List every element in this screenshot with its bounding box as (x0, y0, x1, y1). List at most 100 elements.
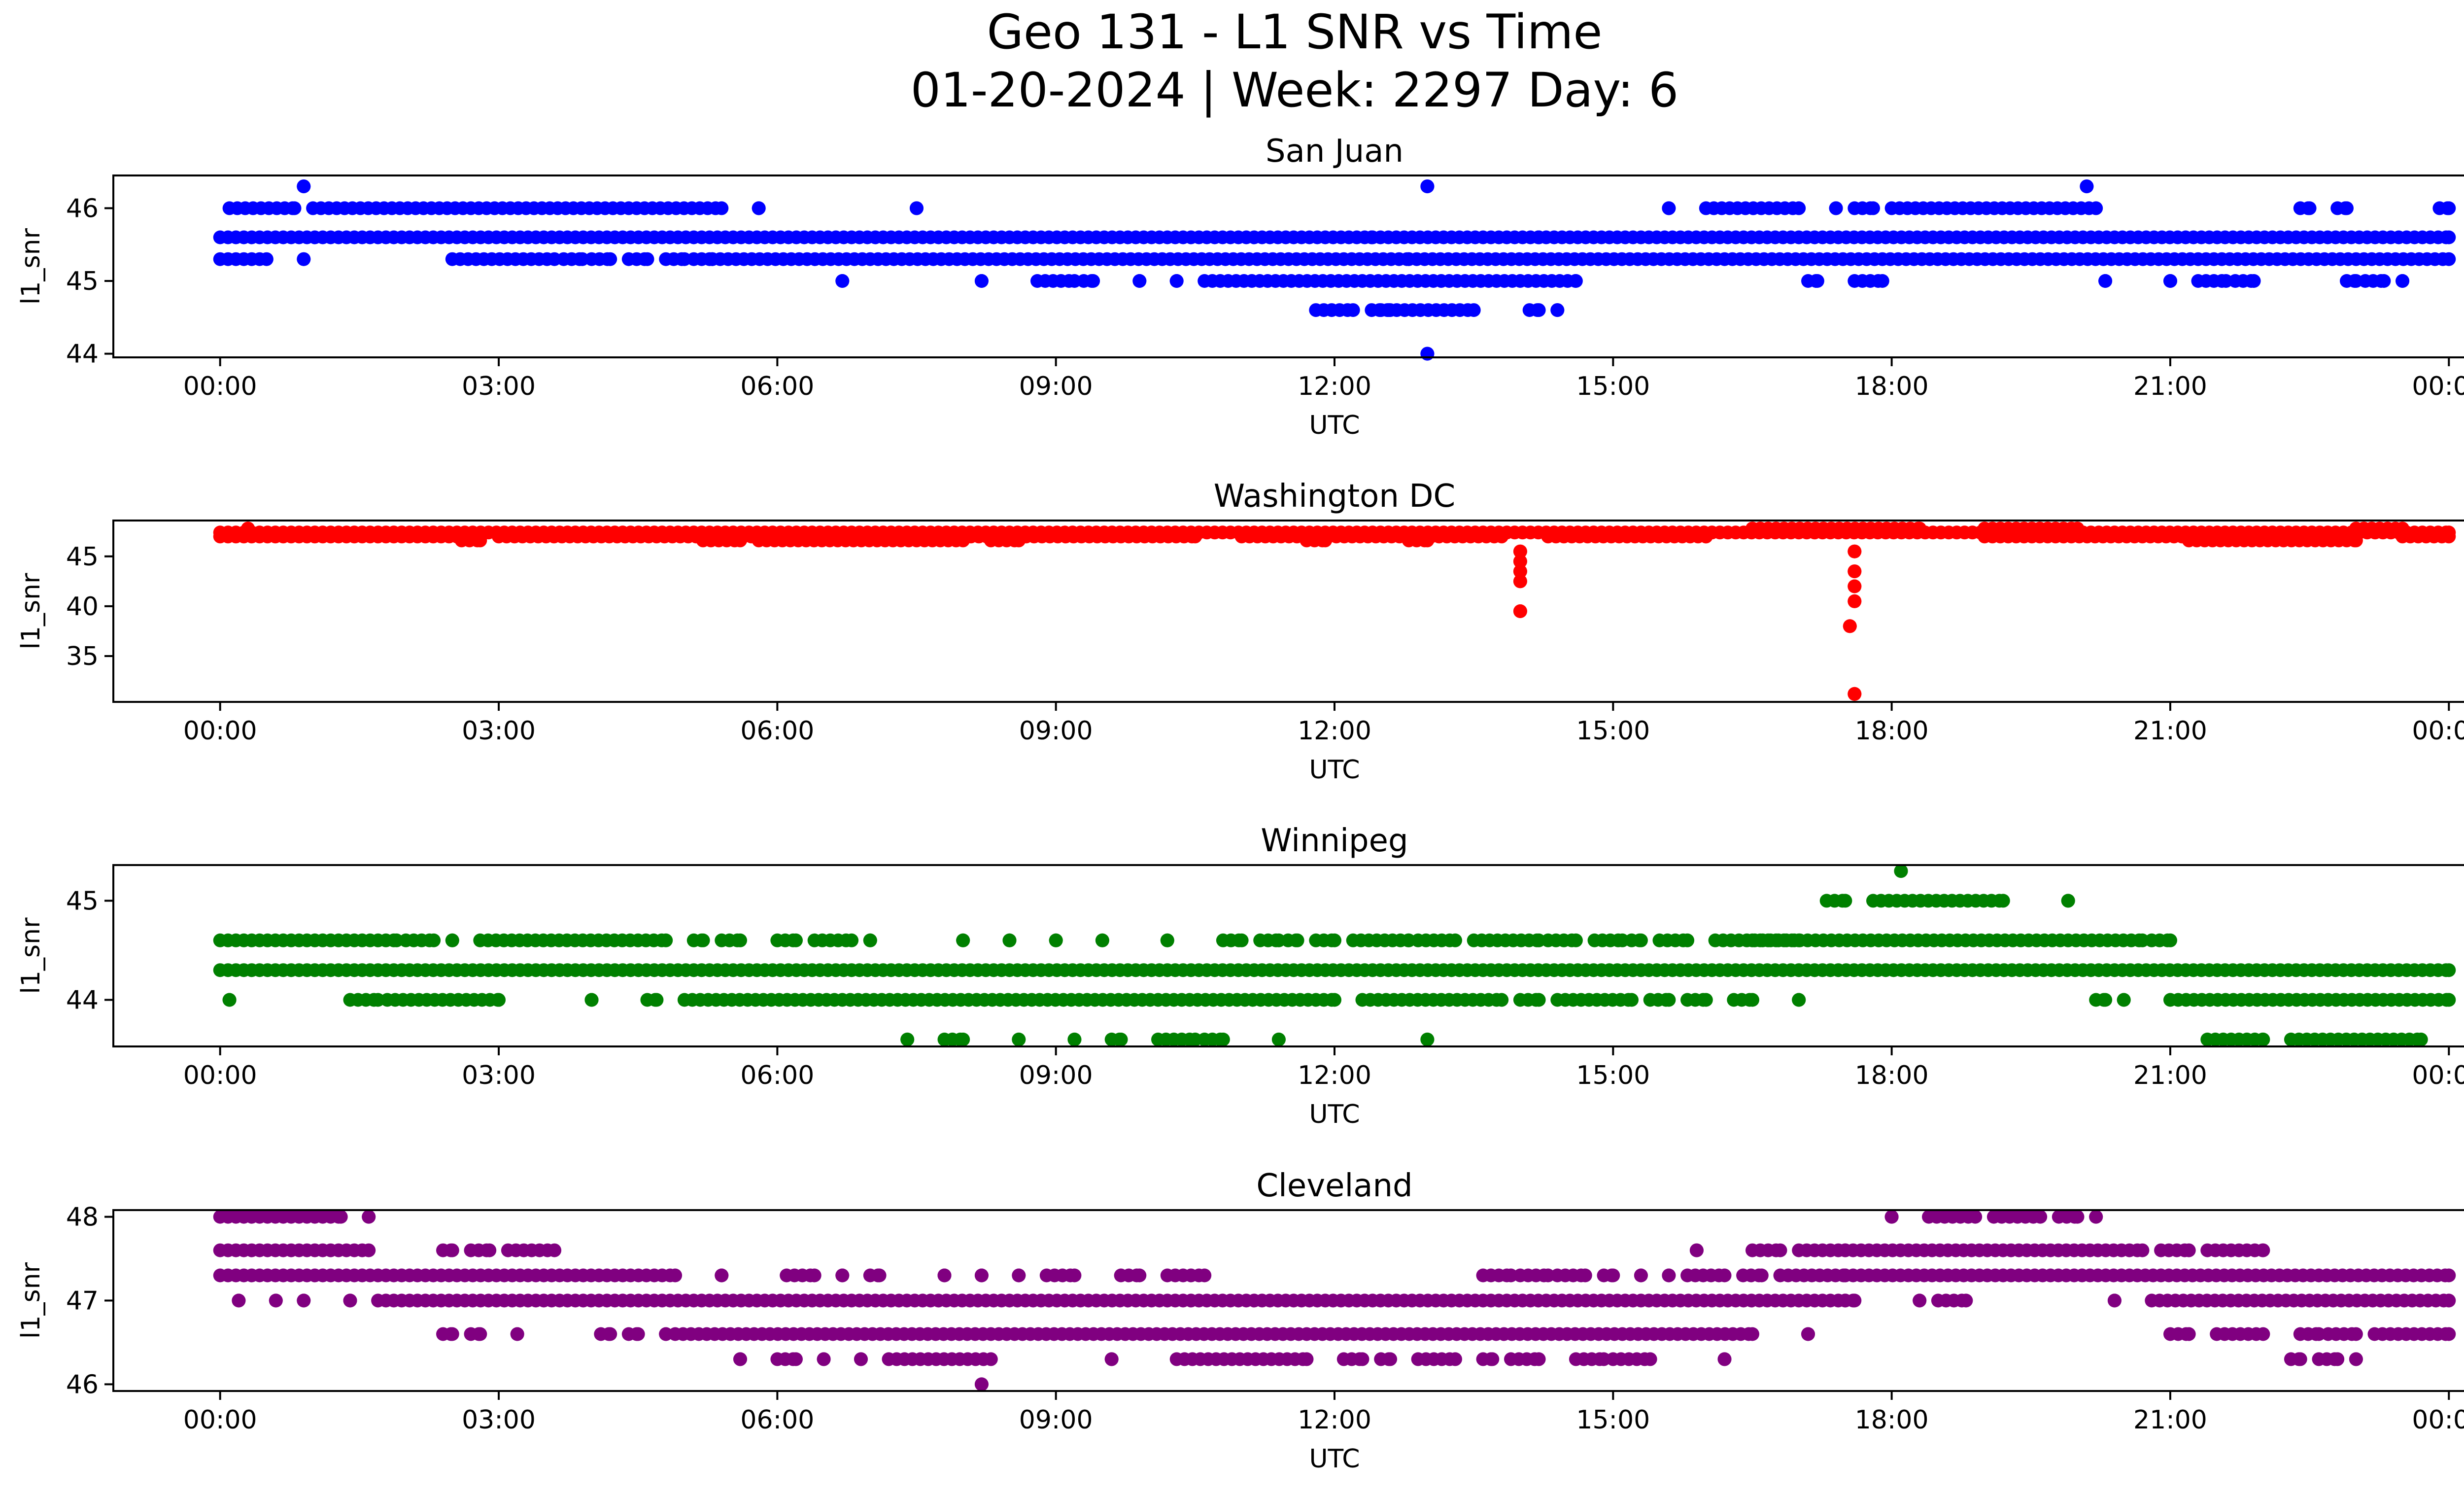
data-point (974, 1377, 989, 1391)
data-point (1383, 1352, 1398, 1366)
data-point (2414, 1032, 2428, 1046)
data-point (362, 1243, 376, 1257)
data-point (445, 1327, 459, 1341)
x-tick-label: 00:00 (183, 1061, 257, 1090)
data-point (548, 1243, 562, 1257)
x-tick-label: 06:00 (740, 1061, 814, 1090)
x-tick-label: 18:00 (1855, 716, 1929, 746)
data-point (2247, 274, 2261, 288)
data-point (334, 1210, 348, 1224)
data-point (1717, 1268, 1732, 1283)
data-point (1002, 933, 1017, 947)
data-point (1513, 574, 1527, 589)
data-point (2340, 201, 2354, 215)
x-tick-label: 18:00 (1855, 372, 1929, 401)
subplot-4: Cleveland 00:00 03:00 06:00 09:00 12:00 15:00 1… (16, 1168, 2464, 1474)
data-point (872, 1268, 887, 1283)
subplot-title: San Juan (1266, 133, 1403, 170)
subplot-panels: San Juan 00:00 03:00 06:00 09:00 12:00 15:00 18… (16, 133, 2464, 1474)
data-point (696, 933, 710, 947)
data-point (650, 993, 664, 1007)
data-point (603, 1327, 617, 1341)
data-point (659, 933, 673, 947)
data-point (2349, 1327, 2363, 1341)
data-point (1067, 1032, 1082, 1046)
y-tick-label: 47 (66, 1286, 99, 1316)
data-point (1532, 230, 1546, 244)
data-point (2098, 274, 2113, 288)
data-point (835, 1268, 850, 1283)
data-point (1328, 993, 1341, 1007)
data-point (2089, 1210, 2103, 1224)
data-point (817, 1352, 831, 1366)
data-point (1365, 230, 1379, 244)
data-point (1699, 993, 1713, 1007)
y-tick-label: 40 (66, 592, 99, 622)
data-point (1689, 1243, 1704, 1257)
data-point (427, 933, 441, 947)
data-point (1866, 201, 1880, 215)
data-point (297, 252, 311, 266)
data-point (1754, 1268, 1769, 1283)
data-point (1838, 894, 1852, 908)
x-axis-label: UTC (1309, 411, 1360, 440)
data-point (1848, 564, 1862, 579)
data-point (640, 252, 654, 266)
data-point (2349, 1352, 2363, 1366)
scatter-points (213, 864, 2456, 1046)
data-point (2256, 1032, 2270, 1046)
data-point (1114, 1032, 1128, 1046)
data-point (2302, 201, 2317, 215)
data-point (956, 933, 970, 947)
data-point (2396, 274, 2410, 288)
data-point (1513, 604, 1527, 618)
data-point (584, 993, 599, 1007)
data-point (984, 1352, 998, 1366)
data-point (473, 533, 487, 548)
data-point (2330, 1352, 2345, 1366)
x-tick-label: 12:00 (1298, 716, 1371, 746)
data-point (297, 1293, 311, 1308)
scatter-points (213, 522, 2456, 701)
subplot-2: Washington DC 00:00 03:00 06:00 09:00 12:00 15… (16, 478, 2464, 785)
data-point (1328, 933, 1341, 947)
data-point (1625, 993, 1639, 1007)
data-point (2442, 1268, 2456, 1283)
data-point (1662, 1268, 1676, 1283)
data-point (1550, 303, 1565, 317)
data-point (343, 1293, 357, 1308)
data-point (2377, 274, 2391, 288)
subplot-title: Cleveland (1256, 1168, 1412, 1204)
data-point (1801, 1327, 1815, 1341)
data-point (1532, 303, 1546, 317)
data-point (2070, 1210, 2085, 1224)
data-point (789, 933, 803, 947)
data-point (1745, 993, 1759, 1007)
data-point (789, 1352, 803, 1366)
data-point (1049, 933, 1063, 947)
data-point (1513, 544, 1527, 558)
data-point (269, 1293, 283, 1308)
data-point (1634, 933, 1648, 947)
data-point (974, 1268, 989, 1283)
x-tick-label: 03:00 (462, 716, 536, 746)
x-tick-label: 06:00 (740, 716, 814, 746)
data-point (2070, 522, 2085, 536)
data-point (445, 933, 459, 947)
data-point (1355, 1352, 1369, 1366)
data-point (631, 1327, 645, 1341)
data-point (1843, 619, 1857, 633)
data-point (2135, 1243, 2150, 1257)
data-point (2442, 201, 2456, 215)
data-point (241, 522, 255, 536)
data-point (259, 252, 274, 266)
data-point (2442, 230, 2456, 244)
scatter-points (213, 1210, 2456, 1391)
y-tick-label: 45 (66, 267, 99, 296)
figure-title-line2: 01-20-2024 | Week: 2297 Day: 6 (911, 63, 1679, 118)
x-tick-label: 00:00 (183, 372, 257, 401)
data-point (2442, 252, 2456, 266)
data-point (1467, 303, 1481, 317)
x-tick-label: 00:00 (2412, 716, 2464, 746)
data-point (2442, 963, 2456, 977)
